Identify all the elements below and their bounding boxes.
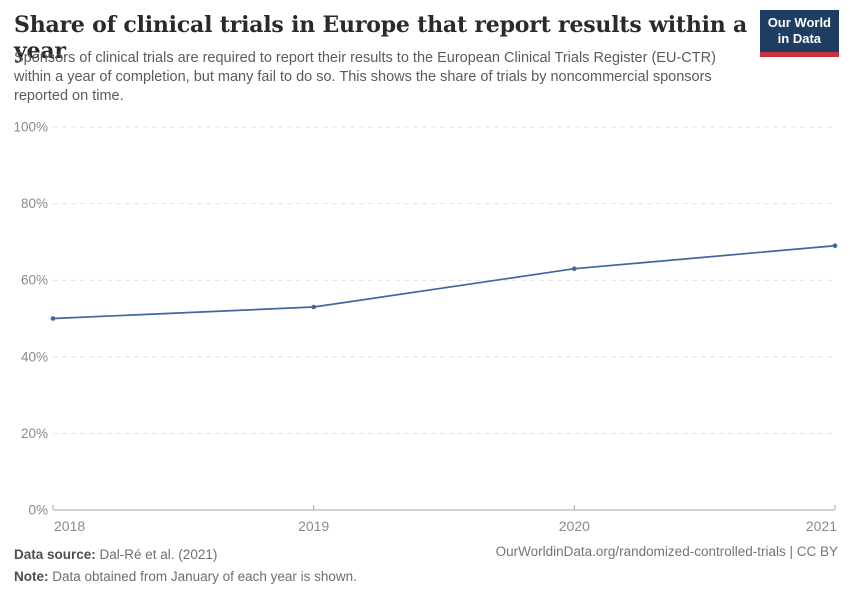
- x-axis-tick-label: 2018: [54, 518, 85, 534]
- y-axis-tick-label: 80%: [21, 196, 48, 211]
- y-axis-tick-label: 40%: [21, 349, 48, 364]
- y-axis-tick-label: 20%: [21, 426, 48, 441]
- x-axis-tick-label: 2021: [806, 518, 837, 534]
- y-axis-tick-label: 60%: [21, 273, 48, 288]
- data-point[interactable]: [50, 316, 56, 321]
- owid-logo-line2: in Data: [777, 31, 822, 47]
- data-source-line: Data source: Dal-Ré et al. (2021): [14, 544, 357, 566]
- footer-left: Data source: Dal-Ré et al. (2021) Note: …: [14, 544, 357, 588]
- owid-logo: Our World in Data: [759, 10, 839, 57]
- line-chart[interactable]: 0% 20% 40% 60% 80% 100% 2018 2019 2020 2021: [0, 0, 850, 540]
- data-point[interactable]: [311, 304, 316, 310]
- x-axis-tick-label: 2019: [298, 518, 329, 534]
- note-label: Note:: [14, 568, 49, 584]
- y-axis-tick-label: 0%: [28, 503, 48, 518]
- owid-logo-line1: Our World: [767, 15, 831, 30]
- data-point[interactable]: [572, 266, 577, 272]
- chart-footer: Data source: Dal-Ré et al. (2021) Note: …: [14, 544, 838, 588]
- data-source-label: Data source:: [14, 547, 96, 562]
- license-link[interactable]: OurWorldinData.org/randomized-controlled…: [495, 544, 838, 559]
- chart-subtitle: Sponsors of clinical trials are required…: [14, 50, 716, 105]
- page-title: Share of clinical trials in Europe that …: [14, 12, 748, 65]
- x-axis-tick-label: 2020: [559, 518, 590, 534]
- data-point[interactable]: [832, 243, 838, 249]
- note-line: Note: Data obtained from January of each…: [14, 566, 357, 588]
- note-text: Data obtained from January of each year …: [48, 568, 357, 584]
- data-source-text: Dal-Ré et al. (2021): [95, 547, 218, 562]
- data-line[interactable]: [52, 244, 836, 320]
- y-axis-tick-label: 100%: [13, 120, 48, 135]
